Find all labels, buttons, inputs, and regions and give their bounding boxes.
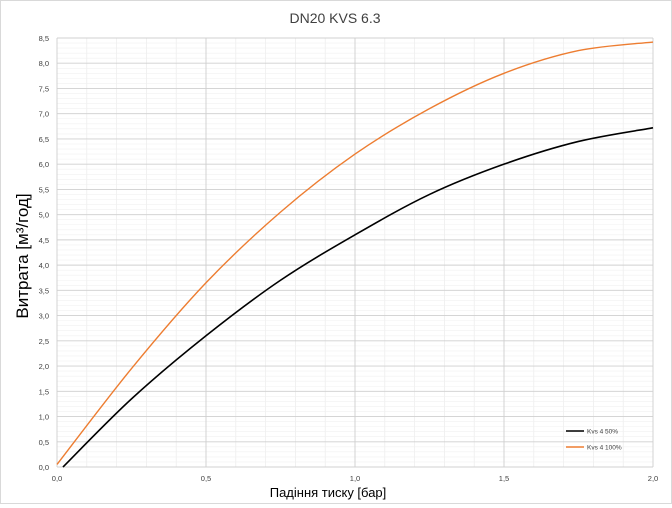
y-tick-label: 7,5: [39, 84, 49, 93]
y-tick-label: 5,0: [39, 211, 49, 220]
y-tick-label: 6,0: [39, 160, 49, 169]
legend-label: Kvs 4 100%: [587, 445, 622, 452]
x-tick-label: 0,0: [52, 474, 62, 483]
legend: Kvs 4 50% Kvs 4 100%: [566, 429, 622, 452]
x-tick-label: 1,5: [499, 474, 509, 483]
y-tick-label: 1,0: [39, 413, 49, 422]
y-tick-label: 4,5: [39, 236, 49, 245]
x-axis-label: Падіння тиску [бар]: [270, 485, 387, 500]
y-tick-label: 3,0: [39, 312, 49, 321]
y-axis-label: Витрата [м³/год]: [13, 193, 32, 318]
series-layer: [56, 41, 654, 468]
legend-label: Kvs 4 50%: [587, 429, 618, 436]
y-tick-label: 2,0: [39, 362, 49, 371]
x-tick-label: 1,0: [350, 474, 360, 483]
x-axis-ticks: 0,0 0,5 1,0 1,5 2,0: [52, 474, 658, 483]
y-tick-label: 3,5: [39, 286, 49, 295]
y-tick-label: 2,5: [39, 337, 49, 346]
chart-title: DN20 KVS 6.3: [289, 10, 380, 26]
major-gridlines: [56, 37, 654, 468]
y-axis-ticks: 0,0 0,5 1,0 1,5 2,0 2,5 3,0 3,5 4,0 4,5 5,0 5,5 6,0 6…: [39, 34, 49, 472]
y-tick-label: 5,5: [39, 185, 49, 194]
series-line-1: [62, 127, 654, 468]
y-tick-label: 1,5: [39, 387, 49, 396]
y-tick-label: 0,5: [39, 438, 49, 447]
y-tick-label: 7,0: [39, 110, 49, 119]
y-tick-label: 4,0: [39, 261, 49, 270]
y-tick-label: 8,0: [39, 59, 49, 68]
series-line-2: [56, 41, 654, 465]
y-tick-label: 6,5: [39, 135, 49, 144]
x-tick-label: 0,5: [201, 474, 211, 483]
x-tick-label: 2,0: [648, 474, 658, 483]
y-tick-label: 8,5: [39, 34, 49, 43]
y-tick-label: 0,0: [39, 463, 49, 472]
